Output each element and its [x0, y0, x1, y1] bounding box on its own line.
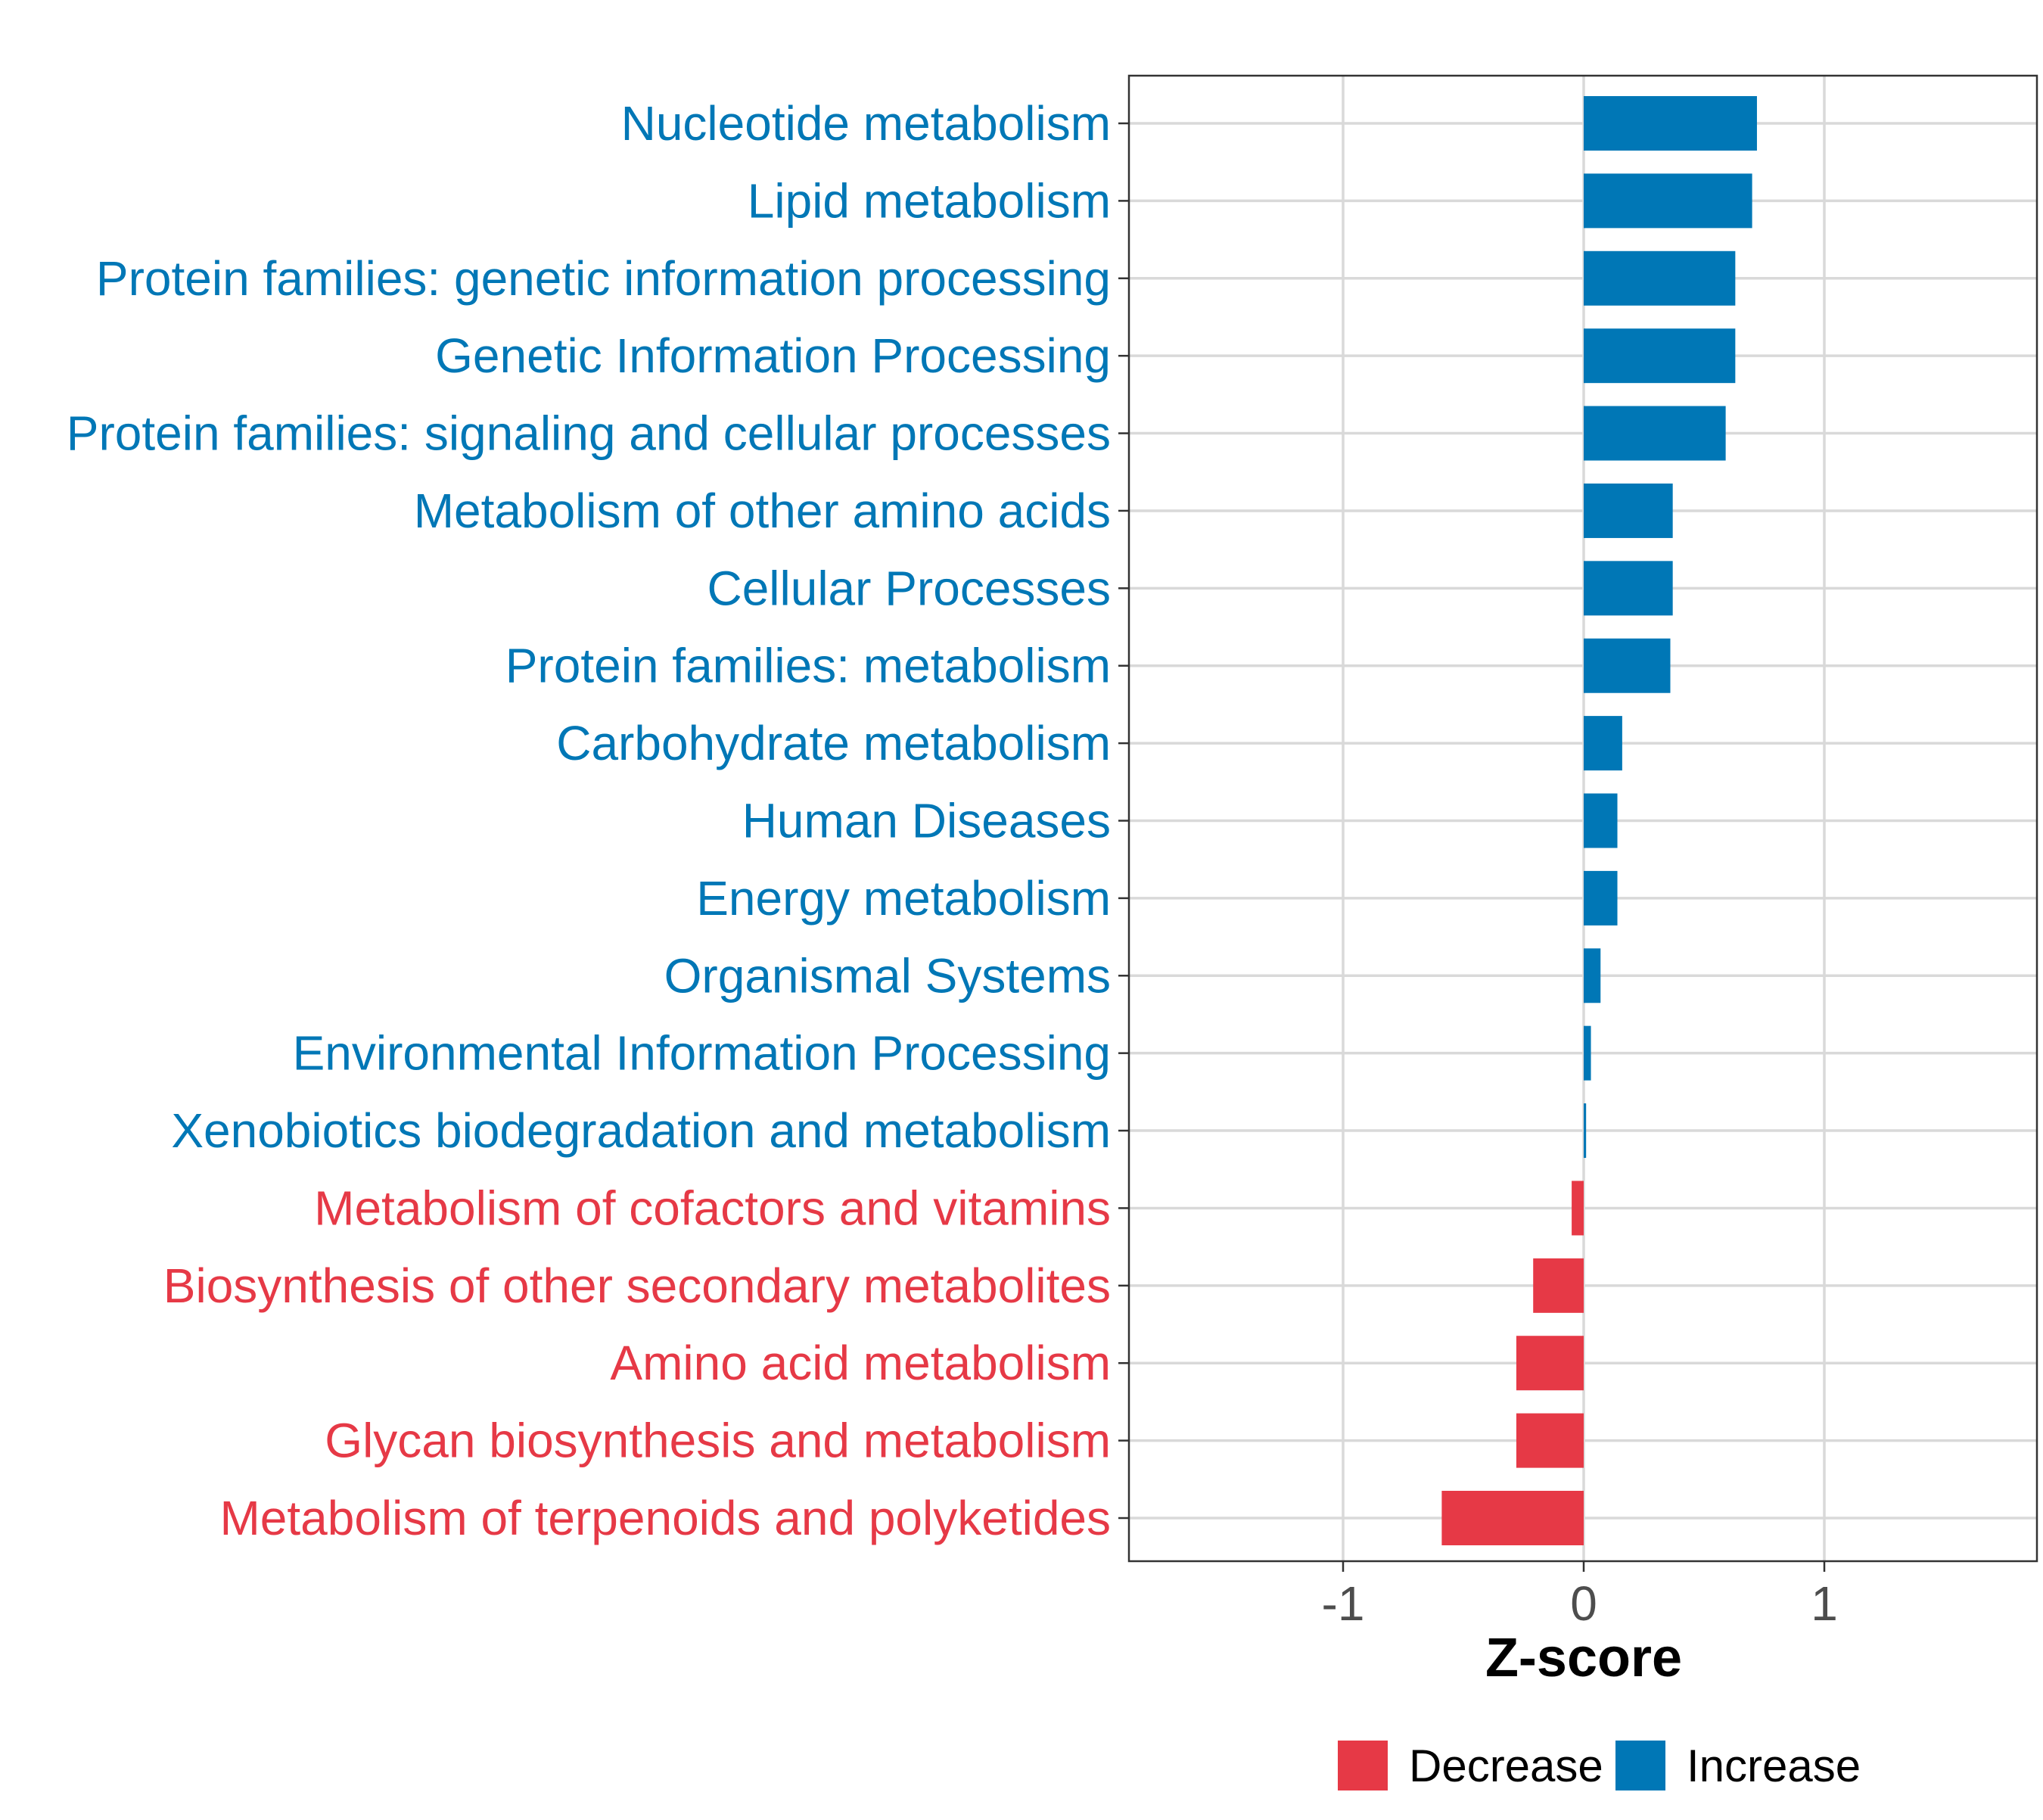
bar-glycan-biosynthesis-and-metabolism	[1516, 1413, 1584, 1468]
bar-protein-families-signaling-and-cellular-processes	[1584, 406, 1726, 461]
y-tick-label: Glycan biosynthesis and metabolism	[325, 1414, 1111, 1468]
bar-genetic-information-processing	[1584, 328, 1736, 384]
y-tick-label: Environmental Information Processing	[293, 1026, 1111, 1081]
y-tick-label: Protein families: signaling and cellular…	[67, 406, 1111, 461]
legend-label-decrease: Decrease	[1409, 1741, 1603, 1791]
x-axis-title: Z-score	[1485, 1628, 1682, 1688]
bar-organismal-systems	[1584, 948, 1601, 1003]
bar-nucleotide-metabolism	[1584, 96, 1757, 151]
y-tick-label: Genetic Information Processing	[435, 328, 1111, 383]
bar-environmental-information-processing	[1584, 1025, 1591, 1081]
bar-lipid-metabolism	[1584, 173, 1752, 229]
bar-carbohydrate-metabolism	[1584, 716, 1622, 771]
x-tick-label: 0	[1570, 1576, 1597, 1631]
y-tick-label: Carbohydrate metabolism	[556, 716, 1111, 770]
bar-metabolism-of-other-amino-acids	[1584, 483, 1673, 538]
y-tick-label: Metabolism of cofactors and vitamins	[314, 1181, 1111, 1235]
y-tick-label: Protein families: metabolism	[505, 639, 1111, 693]
legend-swatch-increase	[1615, 1741, 1665, 1790]
bar-layer	[1441, 96, 1757, 1545]
legend-swatch-decrease	[1338, 1741, 1388, 1790]
bar-cellular-processes	[1584, 561, 1673, 616]
bar-energy-metabolism	[1584, 870, 1618, 926]
y-tick-label: Lipid metabolism	[748, 173, 1111, 228]
y-tick-label: Human Diseases	[742, 794, 1111, 848]
x-tick-label: 1	[1811, 1576, 1838, 1631]
x-axis: -1 0 1	[1322, 1561, 1838, 1631]
y-tick-label: Protein families: genetic information pr…	[96, 251, 1111, 306]
bar-amino-acid-metabolism	[1516, 1336, 1584, 1391]
y-tick-label: Metabolism of terpenoids and polyketides	[219, 1491, 1111, 1545]
bar-protein-families-metabolism	[1584, 638, 1671, 693]
legend-label-increase: Increase	[1687, 1741, 1861, 1791]
y-tick-label: Cellular Processes	[707, 561, 1111, 615]
y-tick-label: Xenobiotics biodegradation and metabolis…	[171, 1103, 1111, 1158]
y-tick-label: Biosynthesis of other secondary metaboli…	[163, 1258, 1111, 1313]
y-tick-label: Nucleotide metabolism	[621, 96, 1111, 151]
y-tick-label: Amino acid metabolism	[610, 1336, 1111, 1390]
y-tick-label: Metabolism of other amino acids	[414, 484, 1111, 538]
bar-metabolism-of-terpenoids-and-polyketides	[1441, 1491, 1584, 1545]
y-tick-label: Energy metabolism	[696, 871, 1111, 926]
bar-protein-families-genetic-information-processing	[1584, 250, 1736, 306]
x-tick-label: -1	[1322, 1576, 1365, 1631]
bar-human-diseases	[1584, 793, 1618, 848]
legend: Decrease Increase	[1338, 1741, 1861, 1791]
bar-xenobiotics-biodegradation-and-metabolism	[1584, 1103, 1587, 1159]
bar-biosynthesis-of-other-secondary-metabolites	[1533, 1258, 1584, 1313]
y-axis: Nucleotide metabolism Lipid metabolism Pro…	[67, 96, 1129, 1545]
y-tick-label: Organismal Systems	[664, 948, 1111, 1003]
bar-metabolism-of-cofactors-and-vitamins	[1572, 1181, 1584, 1236]
